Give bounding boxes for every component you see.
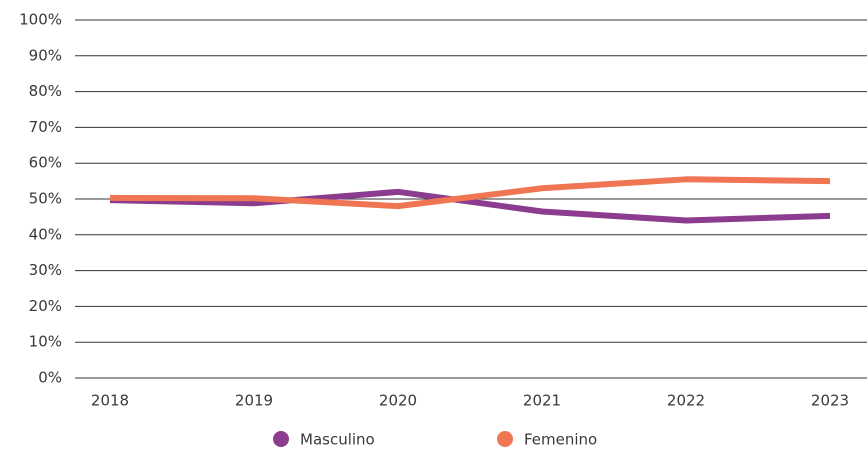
x-tick-label: 2021 bbox=[523, 392, 561, 410]
y-tick-label: 70% bbox=[29, 118, 62, 136]
x-tick-label: 2018 bbox=[91, 392, 129, 410]
legend-marker bbox=[497, 431, 513, 447]
series-line bbox=[109, 176, 831, 210]
y-tick-label: 60% bbox=[29, 154, 62, 172]
legend-label: Femenino bbox=[524, 431, 597, 449]
x-tick-label: 2022 bbox=[667, 392, 705, 410]
y-tick-label: 90% bbox=[29, 46, 62, 64]
y-tick-label: 0% bbox=[38, 369, 62, 387]
y-tick-label: 40% bbox=[29, 225, 62, 243]
y-tick-label: 50% bbox=[29, 190, 62, 208]
series-line bbox=[109, 188, 831, 224]
x-tick-label: 2023 bbox=[811, 392, 849, 410]
y-tick-label: 10% bbox=[29, 333, 62, 351]
y-tick-label: 80% bbox=[29, 82, 62, 100]
y-tick-label: 30% bbox=[29, 261, 62, 279]
x-tick-label: 2020 bbox=[379, 392, 417, 410]
x-tick-label: 2019 bbox=[235, 392, 273, 410]
y-tick-label: 100% bbox=[19, 11, 62, 29]
y-tick-label: 20% bbox=[29, 297, 62, 315]
legend-label: Masculino bbox=[300, 431, 375, 449]
legend-marker bbox=[273, 431, 289, 447]
